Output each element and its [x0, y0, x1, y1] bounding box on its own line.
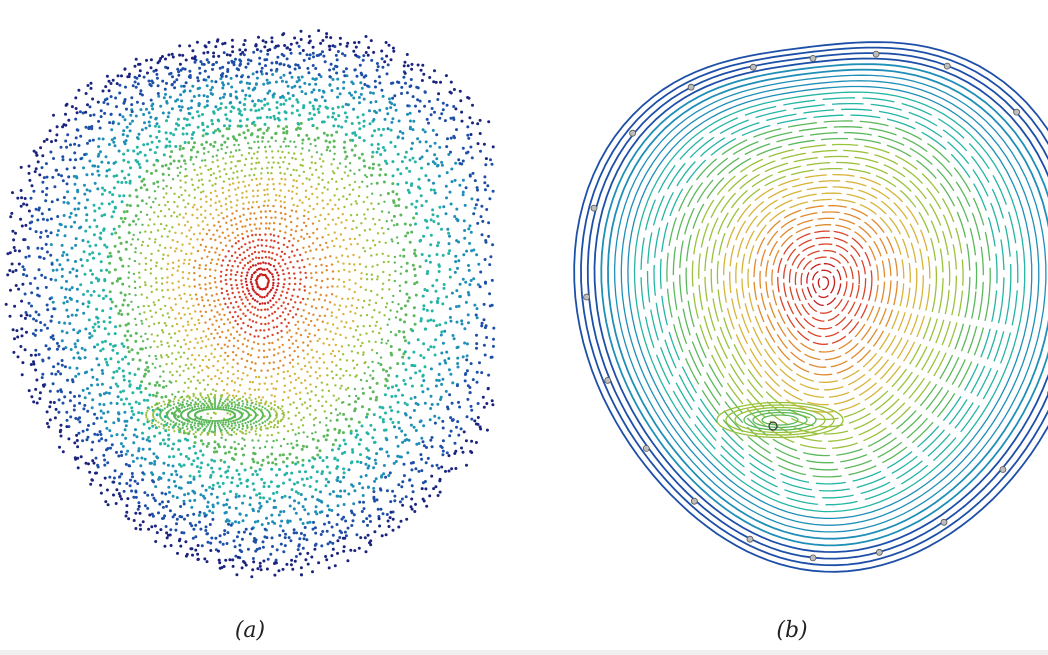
- surface-dots: [103, 116, 429, 476]
- flux-contour: [646, 102, 1012, 499]
- surface-dots: [60, 80, 472, 520]
- flux-contour: [704, 155, 951, 435]
- surface-dots: [24, 50, 495, 556]
- flux-contour: [777, 230, 873, 345]
- panel-a-poincare-dots: [0, 0, 500, 610]
- flux-contour: [788, 243, 860, 330]
- surface-dots: [249, 267, 275, 299]
- flux-contour: [765, 217, 886, 361]
- flux-contour: [735, 186, 918, 398]
- flux-contour: [741, 192, 911, 391]
- panel-b-plot: [573, 41, 1048, 573]
- surface-dots: [165, 177, 363, 405]
- surface-dots: [234, 250, 291, 319]
- flux-contour: [633, 91, 1026, 513]
- surface-dots: [187, 199, 341, 379]
- flux-contour: [573, 41, 1048, 573]
- island-contour: [734, 406, 826, 434]
- surface-dots: [85, 100, 446, 496]
- surface-dots: [192, 204, 335, 372]
- flux-contour: [747, 198, 905, 383]
- flux-contour: [653, 108, 1005, 492]
- cropped-text-strip: [0, 650, 1048, 655]
- caption-a: (a): [234, 618, 266, 643]
- island-contour: [716, 401, 844, 439]
- flux-contour: [698, 149, 958, 442]
- flux-contour: [691, 143, 964, 450]
- surface-dots: [208, 221, 319, 352]
- surface-dots: [55, 76, 474, 527]
- surface-dots: [244, 261, 280, 306]
- flux-contour: [685, 137, 971, 457]
- flux-contour: [607, 68, 1048, 540]
- surface-dots: [154, 166, 374, 418]
- flux-contour: [817, 276, 830, 291]
- surface-dots: [33, 54, 496, 548]
- surface-dots: [176, 187, 351, 392]
- flux-contour: [753, 205, 898, 376]
- flux-contour: [722, 173, 931, 413]
- surface-dots: [254, 273, 270, 291]
- flux-contour: [640, 97, 1019, 506]
- surface-dots: [21, 44, 495, 562]
- flux-contour: [593, 57, 1048, 553]
- flux-contour: [659, 114, 998, 485]
- flux-contour: [771, 224, 879, 353]
- flux-contour: [800, 256, 848, 314]
- flux-contour: [620, 80, 1040, 526]
- surface-dots: [144, 156, 386, 431]
- panel-a-plot: [4, 29, 496, 579]
- surface-dots: [213, 227, 313, 346]
- panel-b-poincare-contours: [548, 0, 1048, 610]
- surface-dots: [171, 182, 357, 399]
- flux-contour: [666, 120, 991, 478]
- surface-dots: [127, 139, 403, 450]
- flux-contour: [627, 85, 1033, 520]
- flux-contour: [716, 167, 938, 421]
- surface-dots: [160, 171, 369, 411]
- flux-contour: [794, 249, 854, 322]
- surface-dots: [79, 95, 452, 501]
- flux-contour: [600, 63, 1048, 547]
- flux-contour: [679, 131, 978, 464]
- surface-dots: [91, 106, 441, 489]
- surface-dots: [240, 256, 286, 312]
- boundary-markers: [583, 50, 1048, 562]
- island-contour: [752, 411, 808, 429]
- island-contour: [725, 404, 835, 436]
- surface-dots: [229, 244, 297, 326]
- surface-dots: [198, 209, 329, 365]
- surface-dots: [66, 84, 465, 513]
- flux-contour: [580, 46, 1048, 567]
- surface-dots: [4, 29, 491, 579]
- flux-contour: [783, 236, 867, 338]
- flux-contour: [672, 126, 984, 471]
- island-contour: [743, 409, 817, 431]
- flux-contour: [613, 74, 1047, 533]
- surface-dots: [219, 233, 308, 340]
- surface-dots: [13, 41, 490, 568]
- island-chain: [144, 393, 286, 437]
- surface-dots: [224, 238, 302, 332]
- surface-dots: [137, 150, 391, 437]
- surface-dots: [113, 127, 417, 465]
- flux-contour: [710, 161, 944, 428]
- caption-b: (b): [776, 618, 808, 643]
- island-contour: [761, 414, 799, 426]
- flux-contour: [812, 269, 836, 299]
- flux-contour: [729, 180, 924, 406]
- flux-contour: [806, 263, 842, 307]
- surface-dots: [181, 193, 346, 386]
- flux-contour: [759, 211, 892, 368]
- surface-dots: [204, 216, 324, 359]
- surface-dots: [118, 131, 409, 459]
- surface-dots: [74, 90, 459, 507]
